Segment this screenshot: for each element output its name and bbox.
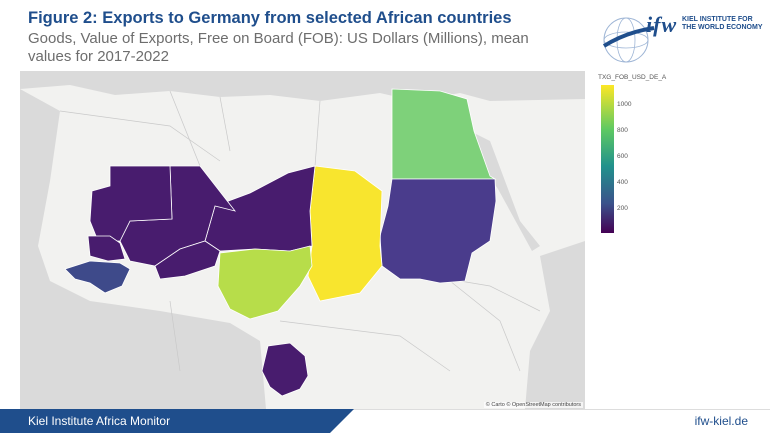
country-niger[interactable] [204, 165, 316, 252]
colorbar-tick: 200 [617, 205, 628, 212]
colorbar-tick: 800 [617, 127, 628, 134]
red-sea [470, 131, 540, 251]
colorbar-title: TXG_FOB_USD_DE_A [598, 74, 667, 81]
colorbar-tick: 1000 [617, 101, 632, 108]
footer-website-link[interactable]: ifw-kiel.de [694, 414, 748, 428]
logo-text: KIEL INSTITUTE FOR THE WORLD ECONOMY [682, 16, 763, 31]
country-borders [59, 90, 541, 372]
figure-subtitle: Goods, Value of Exports, Free on Board (… [28, 30, 529, 65]
footer-left-label: Kiel Institute Africa Monitor [0, 409, 354, 433]
logo-mark: ifw [646, 12, 678, 37]
figure-title: Figure 2: Exports to Germany from select… [28, 9, 512, 27]
indian-ocean [525, 241, 585, 409]
ifw-logo: ifw KIEL INSTITUTE FOR THE WORLD ECONOMY [598, 10, 766, 68]
globe-icon [602, 17, 655, 63]
colorbar-tick: 400 [617, 179, 628, 186]
colorbar [601, 85, 614, 233]
country-sudan[interactable] [379, 178, 497, 284]
country-senegal[interactable] [87, 235, 126, 262]
map-attribution: © Carto © OpenStreetMap contributors [483, 402, 583, 408]
country-guinea[interactable] [64, 260, 131, 294]
colorbar-tick: 600 [617, 153, 628, 160]
country-egypt[interactable] [391, 88, 497, 180]
country-nigeria[interactable] [217, 245, 313, 320]
atlantic-ocean [20, 89, 266, 409]
country-gabon[interactable] [261, 342, 309, 397]
country-burkina-faso[interactable] [154, 240, 221, 280]
country-chad[interactable] [307, 165, 383, 302]
choropleth-map [20, 71, 585, 409]
mediterranean-sea [20, 71, 585, 101]
map-panel[interactable]: © Carto © OpenStreetMap contributors [20, 71, 585, 409]
